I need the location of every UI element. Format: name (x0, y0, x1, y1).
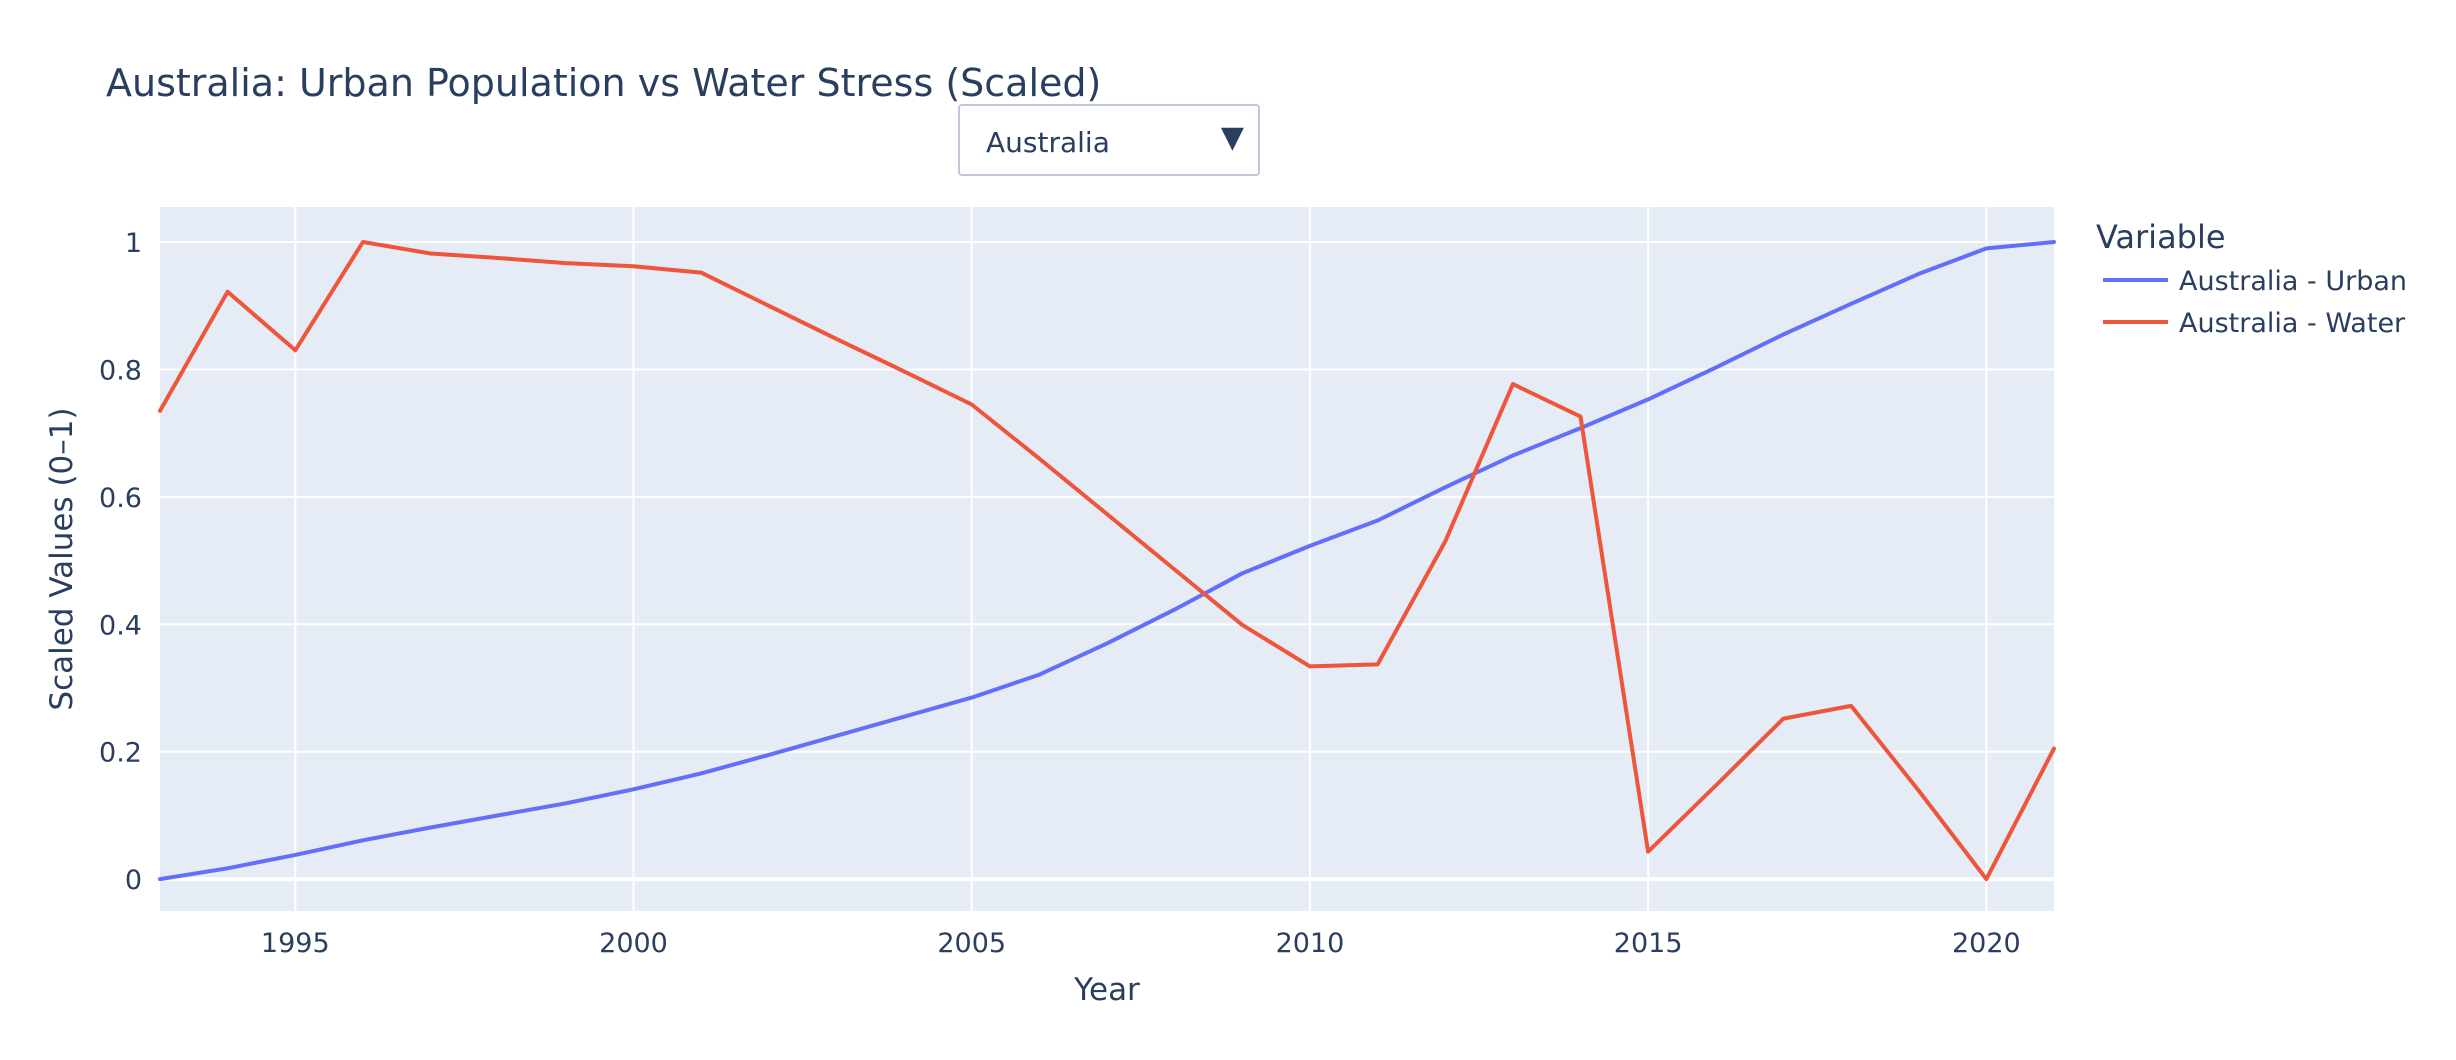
plot-area (160, 207, 2054, 911)
y-axis-label: Scaled Values (0–1) (44, 407, 80, 710)
legend-title: Variable (2096, 218, 2226, 256)
x-tick-label: 2005 (937, 928, 1006, 959)
series-line-1 (158, 240, 2056, 882)
x-tick-label: 2000 (599, 928, 668, 959)
x-tick-label: 2010 (1276, 928, 1345, 959)
y-tick-label: 0.4 (99, 610, 142, 641)
y-tick-label: 0.6 (99, 483, 142, 514)
y-tick-label: 0.2 (99, 738, 142, 769)
y-tick-label: 1 (125, 228, 142, 259)
series-line-0 (158, 240, 2056, 882)
y-tick-label: 0.8 (99, 355, 142, 386)
legend-label-water: Australia - Water (2179, 308, 2406, 339)
country-dropdown[interactable]: Australia ▼ (958, 104, 1260, 176)
grid (160, 207, 2054, 911)
x-tick-label: 2020 (1952, 928, 2021, 959)
y-tick-label: 0 (125, 865, 142, 896)
series-lines (158, 240, 2056, 882)
y-axis-ticks: 0 0.2 0.4 0.6 0.8 1 (99, 228, 142, 896)
x-axis-label: Year (1073, 972, 1140, 1008)
legend-label-urban: Australia - Urban (2179, 266, 2407, 297)
chart-title: Australia: Urban Population vs Water Str… (106, 61, 1101, 105)
legend: Variable Australia - Urban Australia - W… (2096, 218, 2407, 339)
x-tick-label: 2015 (1614, 928, 1683, 959)
x-tick-label: 1995 (261, 928, 330, 959)
legend-item-urban[interactable]: Australia - Urban (2103, 266, 2407, 297)
triangle-down-icon: ▼ (1220, 120, 1244, 155)
x-axis-ticks: 1995 2000 2005 2010 2015 2020 (261, 928, 2021, 959)
dropdown-selected-value: Australia (986, 126, 1110, 159)
legend-item-water[interactable]: Australia - Water (2103, 308, 2406, 339)
